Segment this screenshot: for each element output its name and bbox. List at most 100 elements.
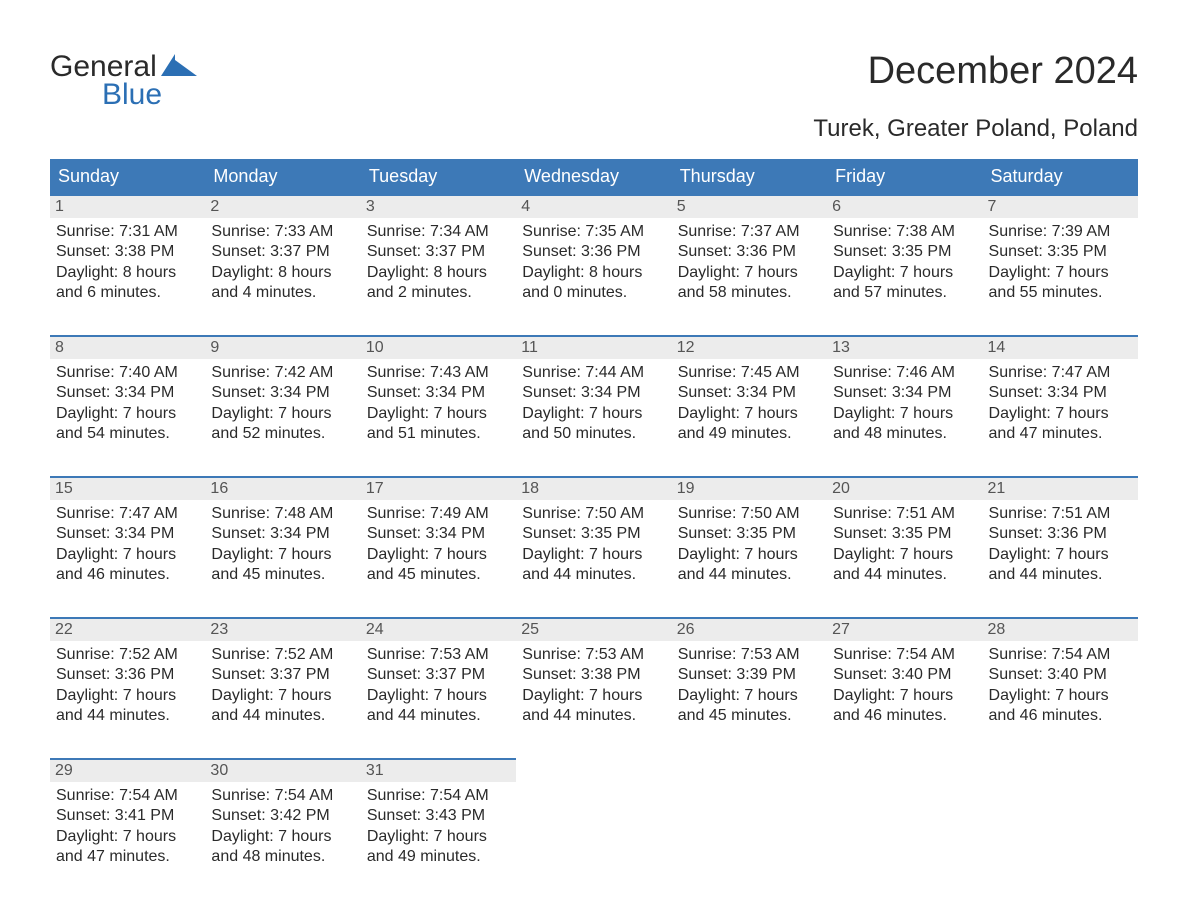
day-number: 3 bbox=[361, 195, 516, 218]
sunset-line: Sunset: 3:34 PM bbox=[367, 383, 510, 403]
day-number: 28 bbox=[983, 618, 1138, 641]
day-cell: Sunrise: 7:53 AMSunset: 3:39 PMDaylight:… bbox=[672, 641, 827, 737]
daylight-line-2: and 44 minutes. bbox=[989, 565, 1132, 585]
calendar-header-row: SundayMondayTuesdayWednesdayThursdayFrid… bbox=[50, 159, 1138, 195]
sunset-line: Sunset: 3:43 PM bbox=[367, 806, 510, 826]
sunset-line: Sunset: 3:37 PM bbox=[367, 665, 510, 685]
day-number: 22 bbox=[50, 618, 205, 641]
day-number: 20 bbox=[827, 477, 982, 500]
day-cell: Sunrise: 7:38 AMSunset: 3:35 PMDaylight:… bbox=[827, 218, 982, 314]
daylight-line-2: and 46 minutes. bbox=[989, 706, 1132, 726]
day-number: 30 bbox=[205, 759, 360, 782]
daylight-line-2: and 0 minutes. bbox=[522, 283, 665, 303]
day-number: 14 bbox=[983, 336, 1138, 359]
daylight-line-2: and 47 minutes. bbox=[56, 847, 199, 867]
day-number: 23 bbox=[205, 618, 360, 641]
daylight-line-1: Daylight: 7 hours bbox=[833, 263, 976, 283]
day-number: 5 bbox=[672, 195, 827, 218]
week-separator bbox=[50, 737, 1138, 759]
daylight-line-1: Daylight: 7 hours bbox=[367, 827, 510, 847]
sunset-line: Sunset: 3:40 PM bbox=[833, 665, 976, 685]
day-header: Sunday bbox=[50, 159, 205, 195]
day-cell: Sunrise: 7:50 AMSunset: 3:35 PMDaylight:… bbox=[516, 500, 671, 596]
sunrise-line: Sunrise: 7:51 AM bbox=[989, 504, 1132, 524]
sunset-line: Sunset: 3:38 PM bbox=[522, 665, 665, 685]
sunrise-line: Sunrise: 7:37 AM bbox=[678, 222, 821, 242]
daylight-line-1: Daylight: 7 hours bbox=[56, 686, 199, 706]
sunrise-line: Sunrise: 7:31 AM bbox=[56, 222, 199, 242]
sunrise-line: Sunrise: 7:46 AM bbox=[833, 363, 976, 383]
daylight-line-2: and 44 minutes. bbox=[522, 706, 665, 726]
day-number: 12 bbox=[672, 336, 827, 359]
day-cell: Sunrise: 7:54 AMSunset: 3:41 PMDaylight:… bbox=[50, 782, 205, 878]
day-cell: Sunrise: 7:37 AMSunset: 3:36 PMDaylight:… bbox=[672, 218, 827, 314]
sunset-line: Sunset: 3:34 PM bbox=[989, 383, 1132, 403]
sunset-line: Sunset: 3:34 PM bbox=[211, 383, 354, 403]
daylight-line-2: and 58 minutes. bbox=[678, 283, 821, 303]
day-number: 13 bbox=[827, 336, 982, 359]
daylight-line-1: Daylight: 8 hours bbox=[522, 263, 665, 283]
header-area: General Blue December 2024 Turek, Greate… bbox=[50, 50, 1138, 153]
daylight-line-2: and 49 minutes. bbox=[678, 424, 821, 444]
daylight-line-1: Daylight: 7 hours bbox=[522, 404, 665, 424]
sunrise-line: Sunrise: 7:50 AM bbox=[678, 504, 821, 524]
day-cell: Sunrise: 7:45 AMSunset: 3:34 PMDaylight:… bbox=[672, 359, 827, 455]
day-cell: Sunrise: 7:48 AMSunset: 3:34 PMDaylight:… bbox=[205, 500, 360, 596]
week-separator bbox=[50, 455, 1138, 477]
sunset-line: Sunset: 3:37 PM bbox=[211, 242, 354, 262]
month-title: December 2024 bbox=[813, 50, 1138, 93]
sunset-line: Sunset: 3:35 PM bbox=[833, 242, 976, 262]
daylight-line-2: and 6 minutes. bbox=[56, 283, 199, 303]
sunrise-line: Sunrise: 7:35 AM bbox=[522, 222, 665, 242]
day-number: 31 bbox=[361, 759, 516, 782]
daylight-line-2: and 44 minutes. bbox=[211, 706, 354, 726]
week-daynum-row: 1234567 bbox=[50, 195, 1138, 218]
daylight-line-1: Daylight: 7 hours bbox=[678, 404, 821, 424]
sunset-line: Sunset: 3:35 PM bbox=[833, 524, 976, 544]
day-cell: Sunrise: 7:54 AMSunset: 3:42 PMDaylight:… bbox=[205, 782, 360, 878]
day-header: Monday bbox=[205, 159, 360, 195]
sunset-line: Sunset: 3:35 PM bbox=[989, 242, 1132, 262]
day-cell: Sunrise: 7:52 AMSunset: 3:37 PMDaylight:… bbox=[205, 641, 360, 737]
sunset-line: Sunset: 3:36 PM bbox=[678, 242, 821, 262]
daylight-line-2: and 45 minutes. bbox=[367, 565, 510, 585]
day-cell: Sunrise: 7:54 AMSunset: 3:40 PMDaylight:… bbox=[983, 641, 1138, 737]
sunset-line: Sunset: 3:35 PM bbox=[522, 524, 665, 544]
sunset-line: Sunset: 3:34 PM bbox=[56, 524, 199, 544]
sunrise-line: Sunrise: 7:54 AM bbox=[989, 645, 1132, 665]
daylight-line-2: and 51 minutes. bbox=[367, 424, 510, 444]
sunset-line: Sunset: 3:40 PM bbox=[989, 665, 1132, 685]
empty-cell bbox=[516, 759, 671, 782]
sunrise-line: Sunrise: 7:53 AM bbox=[522, 645, 665, 665]
week-body-row: Sunrise: 7:47 AMSunset: 3:34 PMDaylight:… bbox=[50, 500, 1138, 596]
day-number: 25 bbox=[516, 618, 671, 641]
sunset-line: Sunset: 3:38 PM bbox=[56, 242, 199, 262]
empty-cell bbox=[516, 782, 671, 878]
empty-cell bbox=[827, 782, 982, 878]
day-cell: Sunrise: 7:39 AMSunset: 3:35 PMDaylight:… bbox=[983, 218, 1138, 314]
sunset-line: Sunset: 3:36 PM bbox=[989, 524, 1132, 544]
daylight-line-2: and 4 minutes. bbox=[211, 283, 354, 303]
sunrise-line: Sunrise: 7:33 AM bbox=[211, 222, 354, 242]
sunset-line: Sunset: 3:34 PM bbox=[678, 383, 821, 403]
daylight-line-2: and 44 minutes. bbox=[56, 706, 199, 726]
sunset-line: Sunset: 3:39 PM bbox=[678, 665, 821, 685]
empty-cell bbox=[983, 782, 1138, 878]
sunset-line: Sunset: 3:41 PM bbox=[56, 806, 199, 826]
daylight-line-1: Daylight: 7 hours bbox=[989, 263, 1132, 283]
week-daynum-row: 15161718192021 bbox=[50, 477, 1138, 500]
sunset-line: Sunset: 3:34 PM bbox=[833, 383, 976, 403]
sunrise-line: Sunrise: 7:51 AM bbox=[833, 504, 976, 524]
week-daynum-row: 293031 bbox=[50, 759, 1138, 782]
daylight-line-2: and 55 minutes. bbox=[989, 283, 1132, 303]
week-body-row: Sunrise: 7:31 AMSunset: 3:38 PM Daylight:… bbox=[50, 218, 1138, 314]
day-number: 9 bbox=[205, 336, 360, 359]
day-cell: Sunrise: 7:52 AMSunset: 3:36 PMDaylight:… bbox=[50, 641, 205, 737]
day-cell: Sunrise: 7:35 AMSunset: 3:36 PMDaylight:… bbox=[516, 218, 671, 314]
sunrise-line: Sunrise: 7:43 AM bbox=[367, 363, 510, 383]
daylight-line-1: Daylight: 7 hours bbox=[989, 545, 1132, 565]
day-number: 19 bbox=[672, 477, 827, 500]
day-number: 8 bbox=[50, 336, 205, 359]
day-cell: Sunrise: 7:50 AMSunset: 3:35 PMDaylight:… bbox=[672, 500, 827, 596]
sunrise-line: Sunrise: 7:50 AM bbox=[522, 504, 665, 524]
